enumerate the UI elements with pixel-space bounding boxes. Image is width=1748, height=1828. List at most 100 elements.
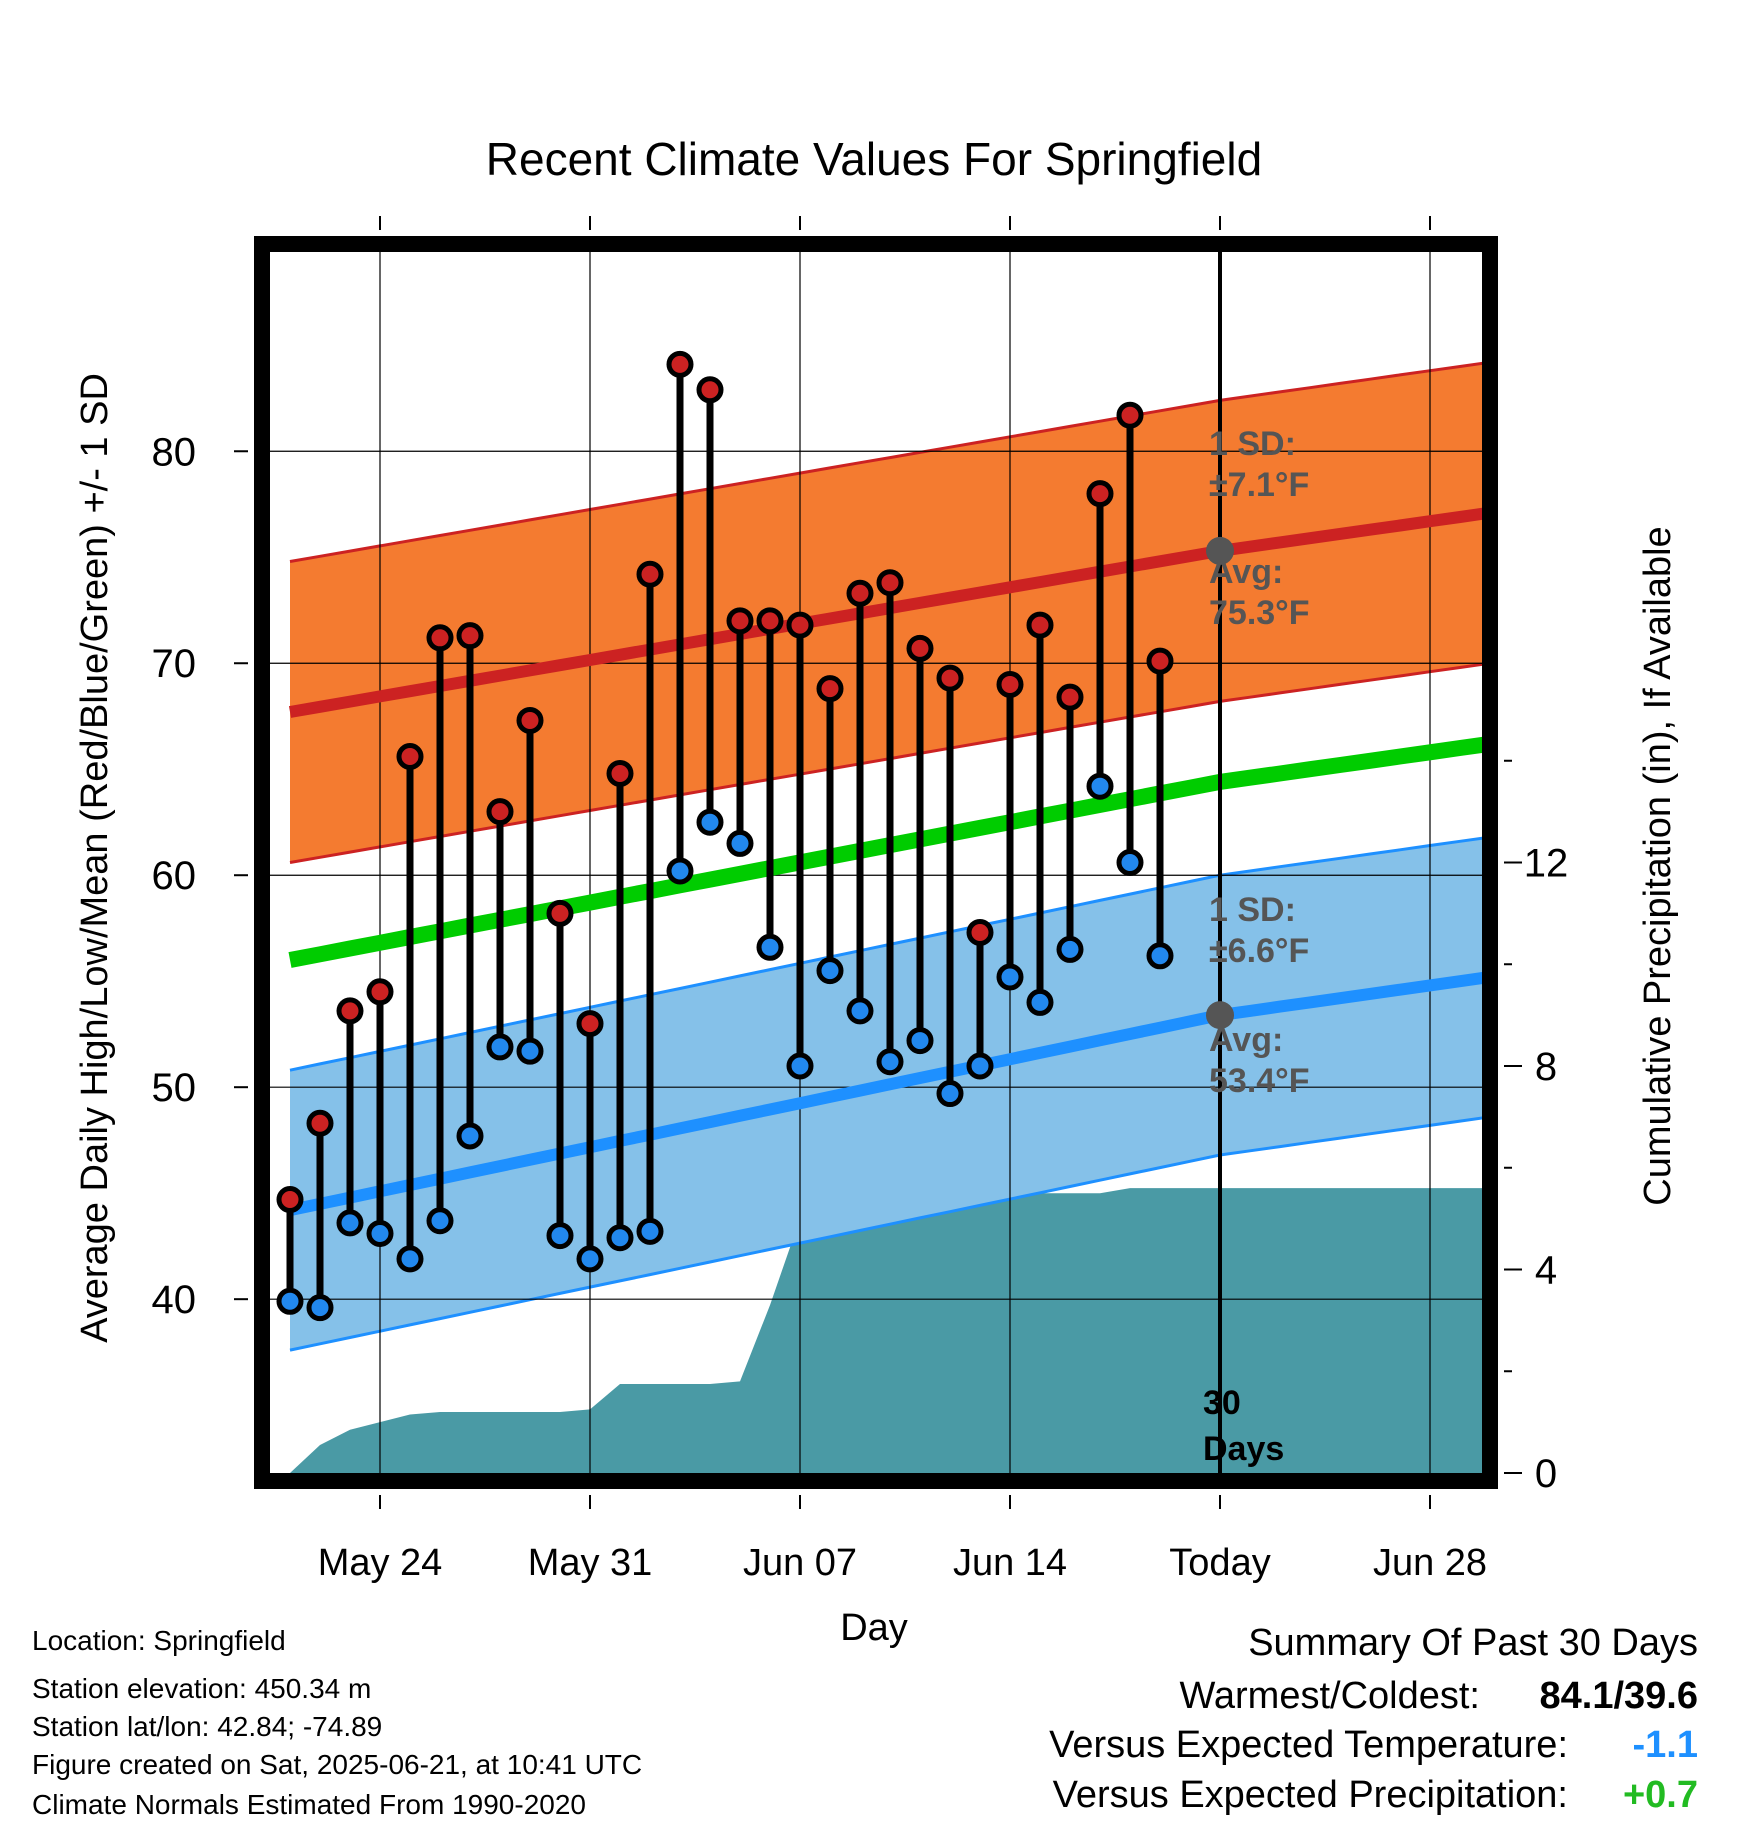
low-avg-value: 53.4°F <box>1209 1062 1310 1100</box>
daily-high-point <box>546 899 574 927</box>
daily-low-point <box>726 829 754 857</box>
daily-low-point <box>336 1209 364 1237</box>
summary-temp-label: Versus Expected Temperature: <box>1049 1724 1568 1766</box>
high-sd-upper-edge <box>289 361 1482 563</box>
today-high-average-marker <box>1206 536 1234 565</box>
y-axis-label-right: Cumulative Precipitation (in), If Availa… <box>1637 526 1679 1205</box>
chart-title: Recent Climate Values For Springfield <box>486 133 1262 185</box>
annotations: 1 SD: ±7.1°F Avg: 75.3°F 1 SD: ±6.6°F Av… <box>1203 425 1310 1468</box>
low-sd-upper-edge <box>289 836 1482 1072</box>
daily-high-point <box>486 798 514 826</box>
daily-low-point <box>546 1222 574 1250</box>
summary-warm-cold-label: Warmest/Coldest: <box>1179 1675 1480 1717</box>
plot-frame <box>254 236 1498 1489</box>
low-sd-lower-edge <box>289 1116 1482 1352</box>
daily-low-point <box>606 1224 634 1252</box>
daily-low-point <box>426 1207 454 1235</box>
daily-high-point <box>1146 647 1174 675</box>
summary-warm-cold-value: 84.1/39.6 <box>1539 1675 1698 1717</box>
daily-low-point <box>1116 849 1144 876</box>
daily-high-point <box>306 1109 334 1137</box>
footer-latlon: Station lat/lon: 42.84; -74.89 <box>32 1711 383 1742</box>
high-sd-label: 1 SD: <box>1209 425 1296 463</box>
days-count-label: 30 <box>1203 1384 1241 1422</box>
daily-low-point <box>576 1245 604 1273</box>
y-tick-label-left: 80 <box>152 430 197 474</box>
daily-low-point <box>1056 935 1084 963</box>
daily-low-point <box>1146 942 1174 970</box>
daily-low-point <box>846 997 874 1025</box>
daily-high-point <box>666 350 694 378</box>
normal-high-line <box>288 507 1482 718</box>
x-tick-label: Jun 28 <box>1373 1542 1487 1584</box>
daily-low-point <box>306 1294 334 1322</box>
summary-precip-value: +0.7 <box>1622 1774 1698 1816</box>
daily-low-point <box>786 1052 814 1080</box>
daily-high-point <box>276 1186 304 1214</box>
x-tick-label: May 24 <box>318 1542 443 1584</box>
daily-high-point <box>1056 683 1084 711</box>
daily-low-point <box>996 963 1024 991</box>
daily-low-point <box>936 1080 964 1108</box>
daily-high-point <box>456 622 484 650</box>
plot-area <box>270 252 1482 1473</box>
low-sd-value: ±6.6°F <box>1209 932 1309 970</box>
y-tick-label-left: 40 <box>152 1278 197 1322</box>
axes: 40 50 60 70 80 0 4 8 12 May 24 May 31 Jun 07 Jun 14 T… <box>152 216 1569 1584</box>
daily-high-point <box>336 997 364 1025</box>
normal-mean-line <box>288 736 1482 968</box>
x-tick-label: May 31 <box>528 1542 653 1584</box>
y-axis-label-left: Average Daily High/Low/Mean (Red/Blue/Gr… <box>74 373 116 1343</box>
daily-high-point <box>1026 611 1054 639</box>
footer-elevation: Station elevation: 450.34 m <box>32 1673 372 1704</box>
daily-high-point <box>726 607 754 635</box>
y-tick-label-left: 60 <box>152 854 197 898</box>
summary-precip-label: Versus Expected Precipitation: <box>1052 1774 1568 1816</box>
daily-high-point <box>426 624 454 652</box>
summary-title: Summary Of Past 30 Days <box>1248 1622 1698 1664</box>
x-tick-label: Jun 14 <box>953 1542 1067 1584</box>
y-tick-label-left: 70 <box>152 642 197 686</box>
daily-high-point <box>636 560 664 588</box>
daily-low-point <box>396 1245 424 1273</box>
daily-high-point <box>966 918 994 946</box>
daily-low-point <box>1086 772 1114 800</box>
daily-high-point <box>396 743 424 771</box>
daily-high-point <box>366 978 394 1006</box>
daily-high-point <box>996 670 1024 698</box>
daily-low-point <box>486 1033 514 1061</box>
daily-low-point <box>696 808 724 836</box>
summary-temp-value: -1.1 <box>1632 1724 1698 1766</box>
high-sd-lower-edge <box>289 662 1482 864</box>
y-tick-label-right: 0 <box>1535 1452 1557 1496</box>
daily-high-point <box>876 569 904 597</box>
y-tick-label-right: 12 <box>1524 842 1569 886</box>
y-tick-label-right: 4 <box>1535 1249 1557 1293</box>
low-sd-label: 1 SD: <box>1209 891 1296 929</box>
y-tick-label-right: 8 <box>1535 1045 1557 1089</box>
daily-high-point <box>696 376 724 404</box>
normal-low-line <box>288 972 1482 1216</box>
daily-high-point <box>846 579 874 607</box>
daily-low-point <box>456 1122 484 1150</box>
low-avg-label: Avg: <box>1209 1021 1283 1059</box>
daily-low-point <box>666 857 694 885</box>
daily-low-point <box>816 957 844 985</box>
daily-high-point <box>786 611 814 639</box>
daily-high-point <box>1086 480 1114 508</box>
daily-low-point <box>276 1287 304 1315</box>
high-avg-label: Avg: <box>1209 553 1283 591</box>
footer-location: Location: Springfield <box>32 1625 286 1656</box>
x-tick-label: Today <box>1169 1542 1270 1584</box>
daily-high-point <box>936 664 964 692</box>
daily-low-point <box>906 1027 934 1055</box>
days-word-label: Days <box>1203 1430 1284 1468</box>
y-tick-label-left: 50 <box>152 1066 197 1110</box>
daily-low-point <box>366 1219 394 1247</box>
daily-high-point <box>576 1010 604 1038</box>
daily-high-point <box>516 706 544 734</box>
daily-low-point <box>516 1037 544 1065</box>
daily-low-point <box>636 1217 664 1245</box>
daily-high-point <box>756 607 784 635</box>
